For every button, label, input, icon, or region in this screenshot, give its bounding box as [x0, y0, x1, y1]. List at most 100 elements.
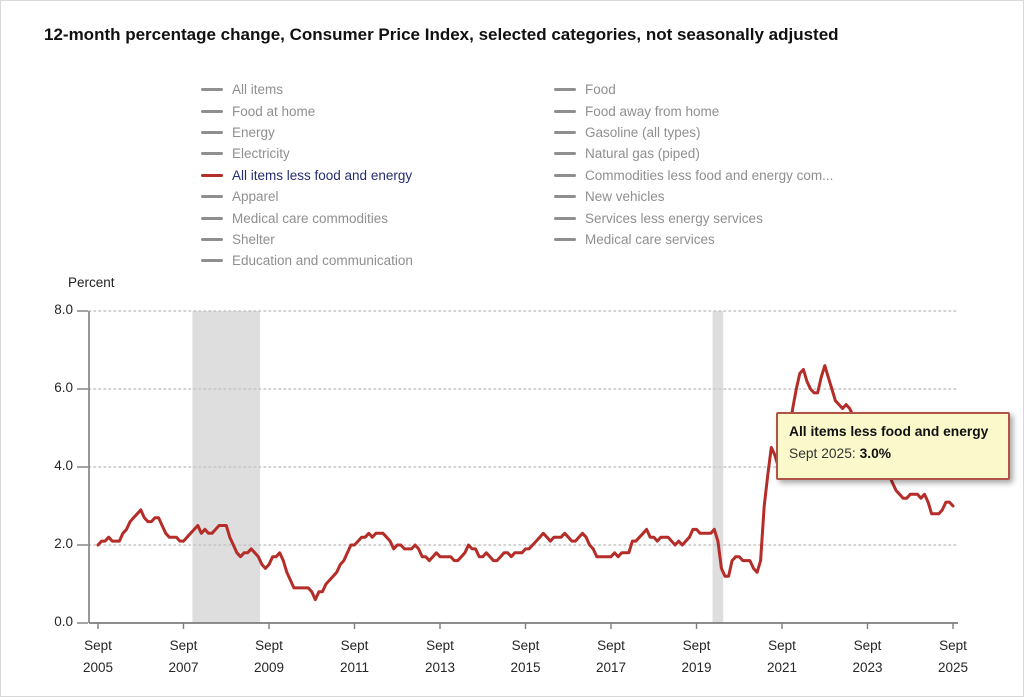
y-tick-label: 4.0: [54, 458, 73, 473]
legend-item-all-items-less-food-and-energy[interactable]: All items less food and energy: [201, 165, 413, 186]
legend-column-right: Food Food away from home Gasoline (all typ…: [554, 79, 833, 250]
tooltip-date-label: Sept 2025:: [789, 446, 860, 461]
legend-item-apparel[interactable]: Apparel: [201, 186, 413, 207]
x-tick-month: Sept: [597, 638, 625, 653]
legend-item-label: Apparel: [232, 189, 279, 205]
legend-line-swatch: [554, 88, 576, 92]
legend-line-swatch: [201, 195, 223, 199]
legend-item-medical-care-commodities[interactable]: Medical care commodities: [201, 207, 413, 228]
x-tick-year: 2015: [510, 660, 541, 675]
y-axis-title: Percent: [68, 275, 115, 290]
chart-tooltip: All items less food and energy Sept 2025…: [776, 412, 1010, 480]
x-tick-year: 2009: [253, 660, 285, 675]
legend-item-food[interactable]: Food: [554, 79, 833, 100]
x-tick-year: 2007: [168, 660, 199, 675]
legend-line-swatch: [554, 216, 576, 220]
x-tick-year: 2011: [339, 660, 370, 675]
legend-line-swatch: [554, 195, 576, 199]
x-tick-year: 2019: [681, 660, 712, 675]
legend-item-electricity[interactable]: Electricity: [201, 143, 413, 164]
x-tick-month: Sept: [255, 638, 283, 653]
x-tick-label: Sept 2019: [665, 635, 729, 679]
x-tick-label: Sept 2011: [323, 635, 387, 679]
x-tick-label: Sept 2021: [750, 635, 814, 679]
legend-line-swatch: [201, 152, 223, 156]
y-tick-label: 6.0: [54, 380, 73, 395]
legend-item-label: Shelter: [232, 231, 275, 247]
x-tick-year: 2023: [852, 660, 883, 675]
legend-line-swatch: [201, 109, 223, 113]
legend-line-swatch: [201, 259, 223, 263]
legend-item-label: Services less energy services: [585, 210, 763, 226]
x-tick-month: Sept: [340, 638, 369, 653]
x-tick-label: Sept 2007: [152, 635, 216, 679]
y-tick-label: 8.0: [54, 302, 73, 317]
series-line-all-items-less-food-and-energy[interactable]: [96, 364, 955, 602]
x-tick-label: Sept 2013: [408, 635, 472, 679]
legend-item-label: Electricity: [232, 146, 290, 162]
tooltip-value: 3.0%: [859, 446, 892, 461]
legend-line-swatch: [201, 173, 223, 177]
x-tick-year: 2017: [595, 660, 627, 675]
legend-item-label: Natural gas (piped): [585, 146, 700, 162]
legend-item-label: Commodities less food and energy com...: [585, 167, 834, 183]
x-tick-year: 2021: [766, 660, 798, 675]
tooltip-value-line: Sept 2025: 3.0%: [789, 446, 997, 461]
legend-item-education-and-communication[interactable]: Education and communication: [201, 250, 413, 271]
legend-item-label: Food: [585, 82, 616, 98]
legend-column-left: All items Food at home Energy Electricity Al…: [201, 79, 413, 272]
y-tick-label: 0.0: [54, 614, 73, 629]
legend-item-gasoline-all-types[interactable]: Gasoline (all types): [554, 122, 833, 143]
legend-item-new-vehicles[interactable]: New vehicles: [554, 186, 833, 207]
legend-item-label: Food at home: [232, 103, 316, 119]
x-tick-label: Sept 2005: [66, 635, 130, 679]
legend-item-all-items[interactable]: All items: [201, 79, 413, 100]
legend-item-food-away-from-home[interactable]: Food away from home: [554, 100, 833, 121]
legend-line-swatch: [554, 173, 576, 177]
legend-item-label: Energy: [232, 124, 275, 140]
recession-band: [712, 311, 724, 623]
x-tick-label: Sept 2015: [494, 635, 558, 679]
legend-item-label: Medical care commodities: [232, 210, 389, 226]
tooltip-series-name: All items less food and energy: [789, 424, 989, 439]
legend-line-swatch: [554, 130, 576, 134]
x-tick-label: Sept 2025: [921, 635, 985, 679]
legend-item-natural-gas-piped[interactable]: Natural gas (piped): [554, 143, 833, 164]
y-tick-label: 2.0: [54, 536, 73, 551]
legend-line-swatch: [201, 88, 223, 92]
x-tick-month: Sept: [511, 638, 540, 653]
legend-item-commodities-less-food-and-energy-com[interactable]: Commodities less food and energy com...: [554, 165, 833, 186]
legend-item-label: Gasoline (all types): [585, 124, 701, 140]
x-tick-month: Sept: [768, 638, 796, 653]
x-tick-year: 2013: [424, 660, 456, 675]
legend-item-label: New vehicles: [585, 189, 665, 205]
legend-item-label: All items: [232, 82, 284, 98]
legend-item-services-less-energy-services[interactable]: Services less energy services: [554, 207, 833, 228]
legend-line-swatch: [554, 109, 576, 113]
legend-item-food-at-home[interactable]: Food at home: [201, 100, 413, 121]
x-tick-label: Sept 2023: [836, 635, 900, 679]
x-tick-month: Sept: [84, 638, 112, 653]
legend-line-swatch: [201, 216, 223, 220]
x-tick-label: Sept 2017: [579, 635, 643, 679]
legend-item-label: All items less food and energy: [232, 167, 413, 183]
x-tick-month: Sept: [853, 638, 882, 653]
x-tick-month: Sept: [426, 638, 454, 653]
legend-line-swatch: [201, 130, 223, 134]
legend-line-swatch: [554, 152, 576, 156]
x-tick-year: 2005: [82, 660, 114, 675]
x-tick-label: Sept 2009: [237, 635, 301, 679]
x-tick-year: 2025: [937, 660, 969, 675]
legend-item-energy[interactable]: Energy: [201, 122, 413, 143]
legend-item-label: Education and communication: [232, 253, 413, 269]
legend-line-swatch: [554, 237, 576, 241]
x-tick-month: Sept: [682, 638, 711, 653]
chart-title: 12-month percentage change, Consumer Pri…: [44, 25, 839, 44]
legend-item-shelter[interactable]: Shelter: [201, 229, 413, 250]
legend-item-label: Medical care services: [585, 231, 715, 247]
legend-item-label: Food away from home: [585, 103, 720, 119]
legend-line-swatch: [201, 237, 223, 241]
legend-item-medical-care-services[interactable]: Medical care services: [554, 229, 833, 250]
